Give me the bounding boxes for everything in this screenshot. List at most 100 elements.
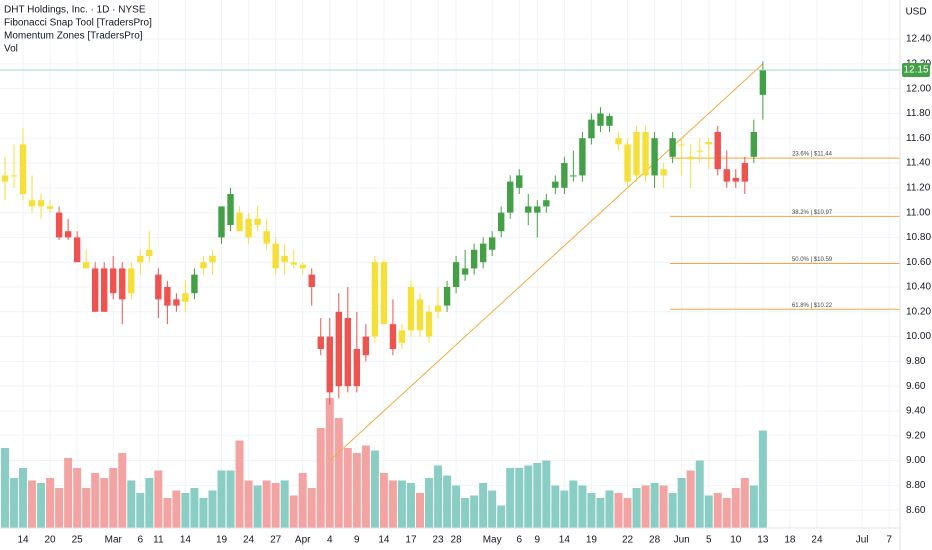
volume-bar: [64, 458, 73, 528]
volume-bar: [569, 480, 578, 528]
x-tick-label: 6: [138, 535, 144, 546]
volume-bar: [704, 495, 713, 528]
candle-body: [164, 286, 171, 306]
volume-bar: [46, 478, 55, 528]
volume-bar: [416, 493, 424, 528]
volume-bar: [749, 485, 758, 528]
x-tick-label: May: [483, 535, 502, 546]
volume-bar: [217, 470, 226, 528]
volume-bar: [82, 488, 91, 528]
candles: [1, 61, 767, 405]
volume-bar: [470, 495, 479, 528]
volume-bar: [524, 465, 533, 528]
volume-bar: [650, 483, 659, 528]
candle-body: [326, 336, 333, 393]
candle-body: [615, 138, 622, 145]
x-tick-label: 28: [451, 535, 463, 546]
volume-bar: [9, 478, 18, 528]
candle-body: [606, 115, 613, 126]
y-tick-label: 10.40: [906, 282, 931, 293]
candle-body: [82, 262, 90, 269]
candle-body: [759, 70, 767, 95]
candle-body: [137, 256, 144, 263]
y-tick-label: 8.60: [906, 505, 926, 516]
volume-bar: [325, 398, 334, 528]
volume-bar: [370, 450, 379, 528]
candle-body: [10, 175, 18, 177]
volume-bar: [280, 480, 289, 528]
volume-bar: [686, 470, 695, 528]
y-tick-label: 9.60: [906, 381, 926, 392]
x-tick-label: 20: [45, 535, 57, 546]
x-tick-label: 19: [216, 535, 228, 546]
candle-body: [543, 200, 550, 207]
candle-body: [732, 177, 739, 182]
volume-bar: [632, 488, 641, 528]
x-tick-label: 10: [730, 535, 742, 546]
candle-body: [651, 138, 658, 176]
candle-body: [128, 268, 135, 294]
x-tick-label: Apr: [295, 535, 311, 546]
candle-body: [534, 206, 541, 213]
x-tick-label: 4: [327, 535, 333, 546]
candle-body: [597, 113, 604, 126]
volume-pane: [0, 398, 767, 528]
volume-bar: [425, 478, 434, 528]
y-tick-label: 10.80: [906, 232, 931, 243]
x-tick-label: 14: [180, 535, 192, 546]
candle-body: [91, 268, 99, 312]
volume-bar: [127, 480, 136, 528]
volume-bar: [388, 480, 397, 528]
x-tick-label: 18: [784, 535, 796, 546]
volume-bar: [361, 445, 370, 528]
y-tick-label: 10.20: [906, 306, 931, 317]
candle-body: [344, 317, 352, 387]
volume-bar: [578, 485, 587, 528]
x-tick-label: 11: [153, 535, 164, 546]
volume-bar: [181, 493, 190, 528]
candle-body: [525, 206, 532, 213]
volume-bar: [136, 493, 145, 528]
x-tick-label: 14: [378, 535, 390, 546]
candle-body: [498, 212, 505, 232]
volume-bar: [488, 490, 497, 528]
candle-body: [371, 262, 379, 337]
volume-bar: [343, 448, 352, 528]
volume-bar: [443, 475, 452, 528]
chart-title: DHT Holdings, Inc. · 1D · NYSE: [4, 5, 146, 16]
candle-body: [579, 138, 586, 176]
candle-body: [461, 268, 469, 275]
candle-body: [561, 163, 568, 188]
last-price-label: 12.15: [903, 65, 928, 76]
volume-bar: [397, 480, 406, 528]
volume-bar: [199, 498, 208, 528]
volume-bar: [235, 440, 244, 528]
x-tick-label: 7: [886, 535, 892, 546]
candle-body: [55, 212, 63, 238]
volume-bar: [695, 460, 704, 528]
volume-bar: [262, 480, 271, 528]
candle-body: [119, 268, 126, 300]
x-tick-label: 19: [586, 535, 598, 546]
candle-body: [236, 212, 243, 232]
volume-bar: [244, 480, 253, 528]
candle-body: [155, 274, 162, 300]
y-tick-label: 10.60: [906, 257, 931, 268]
y-tick-label: 11.80: [906, 108, 931, 119]
volume-bar: [434, 465, 443, 528]
candle-body: [398, 330, 406, 343]
volume-bar: [379, 473, 388, 528]
grid: [0, 0, 900, 528]
candle-body: [209, 256, 216, 263]
candle-body: [64, 231, 72, 238]
y-tick-label: 11.20: [906, 182, 931, 193]
candle-body: [173, 299, 180, 306]
candle-body: [200, 262, 207, 269]
volume-bar: [55, 488, 64, 528]
y-tick-label: 10.00: [906, 331, 931, 342]
candle-body: [687, 156, 694, 160]
volume-bar: [605, 490, 614, 528]
candle-body: [245, 218, 252, 238]
candle-body: [353, 348, 361, 387]
